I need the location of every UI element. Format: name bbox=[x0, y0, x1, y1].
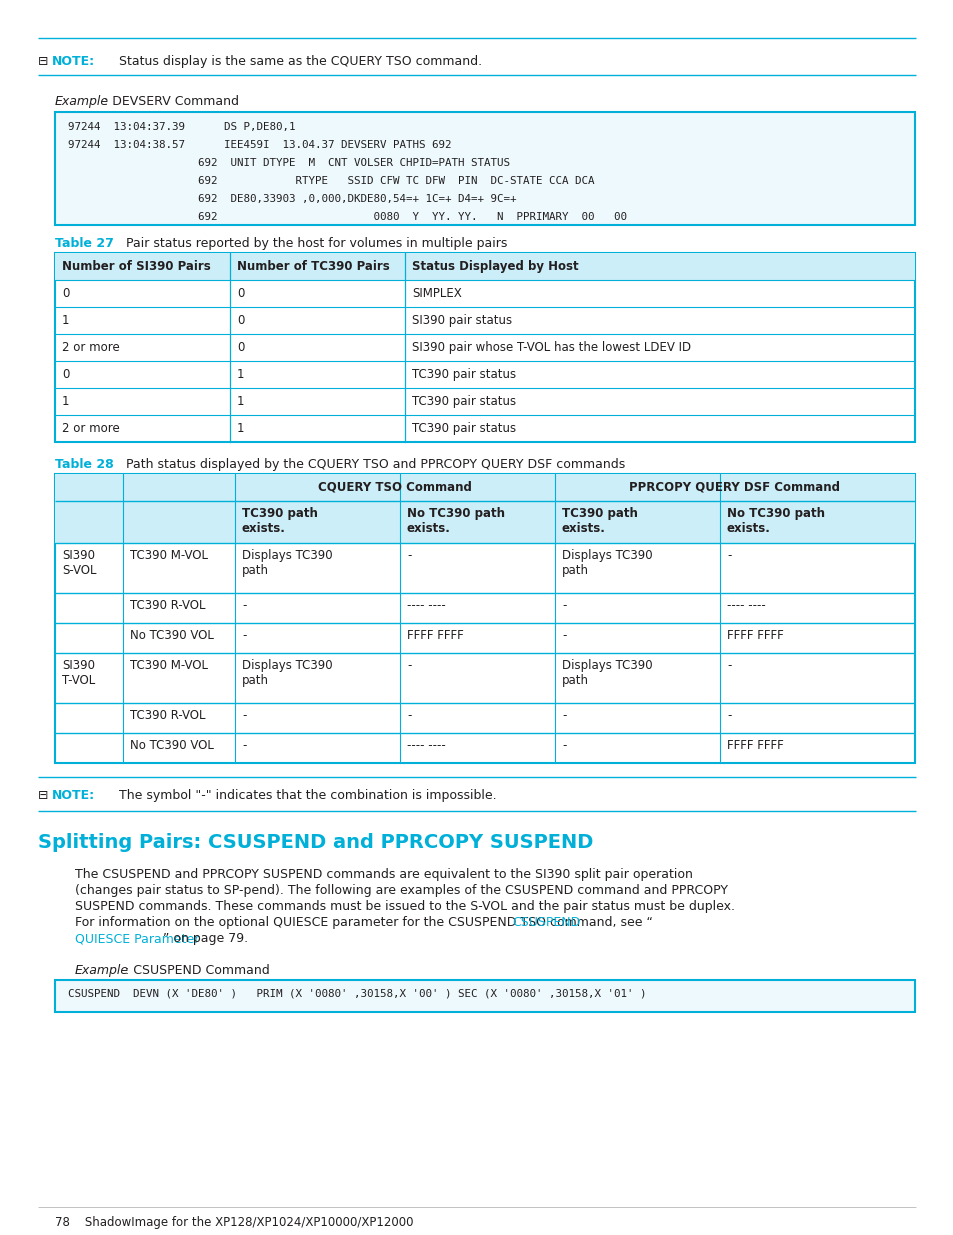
Text: 692  DE80,33903 ,0,000,DKDE80,54=+ 1C=+ D4=+ 9C=+: 692 DE80,33903 ,0,000,DKDE80,54=+ 1C=+ D… bbox=[68, 194, 516, 204]
Text: TC390 pair status: TC390 pair status bbox=[412, 395, 516, 408]
Text: ⊟: ⊟ bbox=[38, 56, 49, 68]
Bar bbox=[55, 253, 914, 442]
Text: NOTE:: NOTE: bbox=[52, 56, 95, 68]
Text: 1: 1 bbox=[236, 395, 244, 408]
Text: Status Displayed by Host: Status Displayed by Host bbox=[412, 261, 578, 273]
Text: Example: Example bbox=[75, 965, 129, 977]
Text: -: - bbox=[726, 659, 731, 672]
Text: The CSUSPEND and PPRCOPY SUSPEND commands are equivalent to the SI390 split pair: The CSUSPEND and PPRCOPY SUSPEND command… bbox=[75, 868, 692, 881]
Text: TC390 M-VOL: TC390 M-VOL bbox=[130, 659, 208, 672]
Text: 78    ShadowImage for the XP128/XP1024/XP10000/XP12000: 78 ShadowImage for the XP128/XP1024/XP10… bbox=[55, 1216, 413, 1229]
Text: CQUERY TSO Command: CQUERY TSO Command bbox=[317, 480, 472, 494]
Text: 1: 1 bbox=[236, 368, 244, 382]
Text: SIMPLEX: SIMPLEX bbox=[412, 287, 461, 300]
Text: No TC390 path
exists.: No TC390 path exists. bbox=[407, 508, 504, 535]
Text: 1: 1 bbox=[236, 422, 244, 435]
Text: -: - bbox=[561, 709, 566, 722]
Text: No TC390 VOL: No TC390 VOL bbox=[130, 739, 213, 752]
Text: 97244  13:04:38.57      IEE459I  13.04.37 DEVSERV PATHS 692: 97244 13:04:38.57 IEE459I 13.04.37 DEVSE… bbox=[68, 140, 451, 149]
Text: SUSPEND commands. These commands must be issued to the S-VOL and the pair status: SUSPEND commands. These commands must be… bbox=[75, 900, 734, 913]
Bar bbox=[55, 253, 914, 280]
Text: 0: 0 bbox=[236, 314, 244, 327]
Text: NOTE:: NOTE: bbox=[52, 789, 95, 802]
Text: -: - bbox=[242, 709, 246, 722]
Text: TC390 path
exists.: TC390 path exists. bbox=[561, 508, 638, 535]
Text: -: - bbox=[726, 550, 731, 562]
Text: : CSUSPEND Command: : CSUSPEND Command bbox=[125, 965, 270, 977]
Text: FFFF FFFF: FFFF FFFF bbox=[726, 739, 783, 752]
Text: Number of SI390 Pairs: Number of SI390 Pairs bbox=[62, 261, 211, 273]
Bar bbox=[55, 981, 914, 1011]
Text: Example: Example bbox=[55, 95, 109, 107]
Text: Table 27: Table 27 bbox=[55, 237, 113, 249]
Bar bbox=[55, 112, 914, 225]
Text: ---- ----: ---- ---- bbox=[726, 599, 765, 613]
Text: The symbol "-" indicates that the combination is impossible.: The symbol "-" indicates that the combin… bbox=[107, 789, 497, 802]
Text: TC390 pair status: TC390 pair status bbox=[412, 368, 516, 382]
Text: 0: 0 bbox=[236, 287, 244, 300]
Bar bbox=[55, 501, 914, 543]
Text: Displays TC390
path: Displays TC390 path bbox=[561, 550, 652, 577]
Text: -: - bbox=[726, 709, 731, 722]
Text: 2 or more: 2 or more bbox=[62, 422, 120, 435]
Text: Pair status reported by the host for volumes in multiple pairs: Pair status reported by the host for vol… bbox=[118, 237, 507, 249]
Text: 692  UNIT DTYPE  M  CNT VOLSER CHPID=PATH STATUS: 692 UNIT DTYPE M CNT VOLSER CHPID=PATH S… bbox=[68, 158, 510, 168]
Text: -: - bbox=[242, 739, 246, 752]
Text: 0: 0 bbox=[236, 341, 244, 354]
Text: No TC390 VOL: No TC390 VOL bbox=[130, 629, 213, 642]
Text: 2 or more: 2 or more bbox=[62, 341, 120, 354]
Text: No TC390 path
exists.: No TC390 path exists. bbox=[726, 508, 824, 535]
Text: Displays TC390
path: Displays TC390 path bbox=[561, 659, 652, 687]
Text: FFFF FFFF: FFFF FFFF bbox=[407, 629, 463, 642]
Text: TC390 M-VOL: TC390 M-VOL bbox=[130, 550, 208, 562]
Text: : DEVSERV Command: : DEVSERV Command bbox=[104, 95, 239, 107]
Text: QUIESCE Parameter: QUIESCE Parameter bbox=[75, 932, 199, 945]
Text: 0: 0 bbox=[62, 368, 70, 382]
Text: -: - bbox=[561, 599, 566, 613]
Text: SI390
T-VOL: SI390 T-VOL bbox=[62, 659, 95, 687]
Text: 1: 1 bbox=[62, 314, 70, 327]
Text: ---- ----: ---- ---- bbox=[407, 599, 445, 613]
Text: SI390 pair status: SI390 pair status bbox=[412, 314, 512, 327]
Text: -: - bbox=[407, 550, 411, 562]
Text: CSUSPEND: CSUSPEND bbox=[512, 916, 580, 929]
Text: CSUSPEND  DEVN (X 'DE80' )   PRIM (X '0080' ,30158,X '00' ) SEC (X '0080' ,30158: CSUSPEND DEVN (X 'DE80' ) PRIM (X '0080'… bbox=[68, 989, 646, 999]
Text: Number of TC390 Pairs: Number of TC390 Pairs bbox=[236, 261, 390, 273]
Bar bbox=[55, 474, 914, 501]
Text: FFFF FFFF: FFFF FFFF bbox=[726, 629, 783, 642]
Text: -: - bbox=[561, 629, 566, 642]
Text: SI390
S-VOL: SI390 S-VOL bbox=[62, 550, 96, 577]
Text: -: - bbox=[242, 599, 246, 613]
Bar bbox=[55, 474, 914, 763]
Text: TC390 R-VOL: TC390 R-VOL bbox=[130, 599, 205, 613]
Text: Splitting Pairs: CSUSPEND and PPRCOPY SUSPEND: Splitting Pairs: CSUSPEND and PPRCOPY SU… bbox=[38, 832, 593, 852]
Text: Table 28: Table 28 bbox=[55, 458, 113, 471]
Text: -: - bbox=[561, 739, 566, 752]
Text: 1: 1 bbox=[62, 395, 70, 408]
Text: PPRCOPY QUERY DSF Command: PPRCOPY QUERY DSF Command bbox=[629, 480, 840, 494]
Text: 97244  13:04:37.39      DS P,DE80,1: 97244 13:04:37.39 DS P,DE80,1 bbox=[68, 122, 295, 132]
Text: 0: 0 bbox=[62, 287, 70, 300]
Text: For information on the optional QUIESCE parameter for the CSUSPEND TSO command, : For information on the optional QUIESCE … bbox=[75, 916, 652, 929]
Text: ” on page 79.: ” on page 79. bbox=[162, 932, 248, 945]
Text: TC390 path
exists.: TC390 path exists. bbox=[242, 508, 317, 535]
Text: Displays TC390
path: Displays TC390 path bbox=[242, 550, 333, 577]
Text: Displays TC390
path: Displays TC390 path bbox=[242, 659, 333, 687]
Text: -: - bbox=[242, 629, 246, 642]
Text: -: - bbox=[407, 659, 411, 672]
Text: (changes pair status to SP-pend). The following are examples of the CSUSPEND com: (changes pair status to SP-pend). The fo… bbox=[75, 884, 727, 897]
Text: 692            RTYPE   SSID CFW TC DFW  PIN  DC-STATE CCA DCA: 692 RTYPE SSID CFW TC DFW PIN DC-STATE C… bbox=[68, 177, 594, 186]
Text: SI390 pair whose T-VOL has the lowest LDEV ID: SI390 pair whose T-VOL has the lowest LD… bbox=[412, 341, 690, 354]
Text: ⊟: ⊟ bbox=[38, 789, 49, 802]
Text: Status display is the same as the CQUERY TSO command.: Status display is the same as the CQUERY… bbox=[107, 56, 481, 68]
Text: ---- ----: ---- ---- bbox=[407, 739, 445, 752]
Text: 692                        0080  Y  YY. YY.   N  PPRIMARY  00   00: 692 0080 Y YY. YY. N PPRIMARY 00 00 bbox=[68, 212, 626, 222]
Text: TC390 R-VOL: TC390 R-VOL bbox=[130, 709, 205, 722]
Text: Path status displayed by the CQUERY TSO and PPRCOPY QUERY DSF commands: Path status displayed by the CQUERY TSO … bbox=[118, 458, 624, 471]
Text: TC390 pair status: TC390 pair status bbox=[412, 422, 516, 435]
Text: -: - bbox=[407, 709, 411, 722]
